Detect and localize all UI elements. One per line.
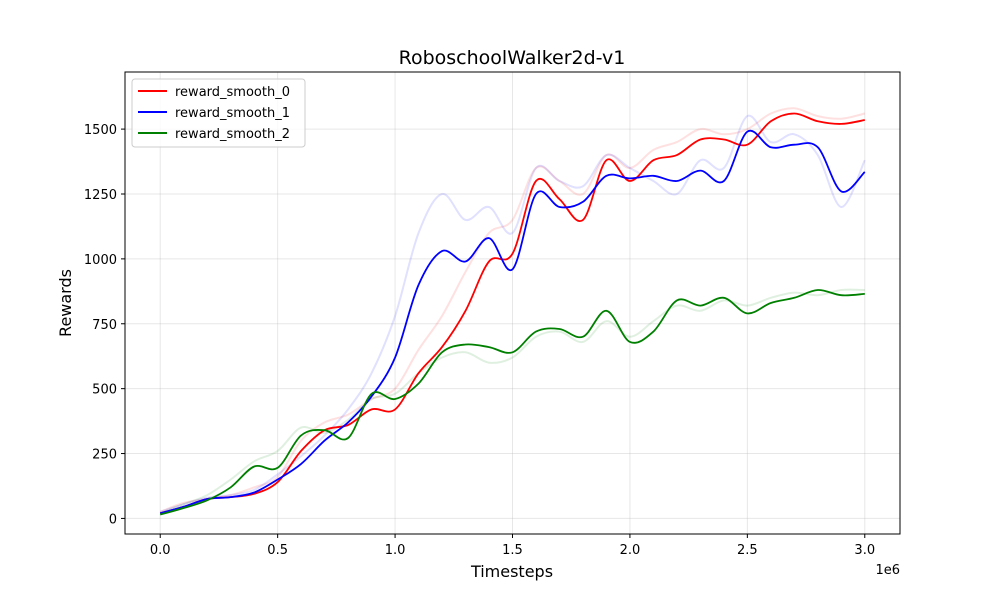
y-tick-label: 1500 — [84, 123, 117, 138]
x-axis-ticks: 0.0 0.5 1.0 1.5 2.0 2.5 3.0 — [150, 534, 875, 558]
x-axis-offset-label: 1e6 — [875, 563, 900, 578]
x-tick-label: 2.5 — [737, 543, 758, 558]
y-tick-label: 250 — [92, 448, 117, 463]
raw-series-layer — [159, 107, 866, 515]
x-tick-label: 0.0 — [150, 543, 171, 558]
y-tick-label: 1250 — [84, 188, 117, 203]
y-axis-label: Rewards — [56, 269, 75, 337]
legend-box — [131, 78, 306, 148]
series-line-reward-smooth-1 — [159, 129, 866, 515]
y-tick-label: 750 — [92, 318, 117, 333]
x-tick-label: 0.5 — [267, 543, 288, 558]
x-tick-label: 3.0 — [854, 543, 875, 558]
series-line-reward-smooth-2 — [159, 289, 865, 516]
series-line-reward-smooth-0 — [159, 112, 865, 515]
y-tick-label: 500 — [92, 383, 117, 398]
chart-title: RoboschoolWalker2d-v1 — [399, 47, 626, 69]
legend-label-reward-smooth-2: reward_smooth_2 — [175, 127, 290, 142]
grid — [125, 72, 900, 534]
x-tick-label: 1.5 — [502, 543, 523, 558]
raw-line-reward-smooth-2 — [159, 288, 865, 515]
y-tick-label: 0 — [109, 512, 117, 527]
smoothed-series-layer — [159, 112, 866, 516]
x-tick-label: 2.0 — [620, 543, 641, 558]
raw-line-reward-smooth-1 — [159, 114, 866, 513]
legend-label-reward-smooth-1: reward_smooth_1 — [175, 106, 290, 121]
raw-line-reward-smooth-0 — [159, 107, 866, 513]
x-tick-label: 1.0 — [385, 543, 406, 558]
x-axis-label: Timesteps — [470, 562, 553, 581]
y-axis-ticks: 0 250 500 750 1000 1250 1500 — [84, 123, 125, 527]
y-tick-label: 1000 — [84, 253, 117, 268]
legend-label-reward-smooth-0: reward_smooth_0 — [175, 85, 290, 100]
legend: reward_smooth_0 reward_smooth_1 reward_s… — [131, 78, 306, 148]
